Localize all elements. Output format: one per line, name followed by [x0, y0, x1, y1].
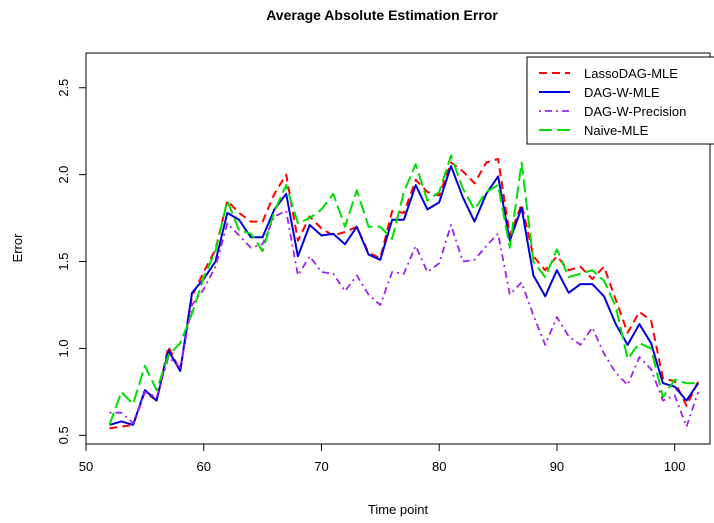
legend-label-dag-w-mle: DAG-W-MLE [584, 85, 660, 100]
x-tick-label: 70 [314, 459, 328, 474]
y-tick-label: 1.5 [56, 252, 71, 270]
series-line-naive-mle [108, 154, 699, 426]
chart-title: Average Absolute Estimation Error [266, 7, 498, 23]
y-tick-label: 2.5 [56, 79, 71, 97]
series-line-lassodag-mle [109, 158, 700, 430]
x-tick-label: 100 [664, 459, 686, 474]
series-line-dag-w-precision [109, 210, 700, 428]
x-tick-label: 90 [550, 459, 564, 474]
x-axis-label: Time point [368, 502, 429, 517]
y-axis-label: Error [10, 233, 25, 263]
legend: LassoDAG-MLE DAG-W-MLE DAG-W-Precision Naiv… [526, 56, 714, 145]
x-tick-label: 80 [432, 459, 446, 474]
y-tick-label: 2.0 [56, 166, 71, 184]
x-tick-label: 50 [79, 459, 93, 474]
y-tick-label: 1.0 [56, 339, 71, 357]
x-tick-label: 60 [197, 459, 211, 474]
x-axis: 50 60 70 80 90 100 [79, 444, 686, 474]
series-layer [108, 154, 700, 430]
plot-frame [85, 52, 711, 445]
series-line-dag-w-mle [109, 165, 700, 426]
y-axis: 0.5 1.0 1.5 2.0 2.5 [56, 79, 86, 444]
legend-label-dag-w-precision: DAG-W-Precision [584, 104, 686, 119]
legend-label-naive-mle: Naive-MLE [584, 123, 649, 138]
legend-label-lassodag-mle: LassoDAG-MLE [584, 66, 678, 81]
y-tick-label: 0.5 [56, 426, 71, 444]
